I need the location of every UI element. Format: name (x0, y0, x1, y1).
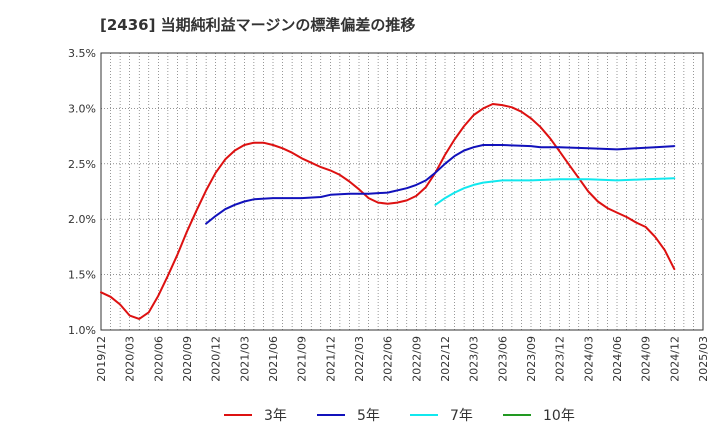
legend-label: 5年 (357, 408, 380, 424)
x-tick-label: 2024/09 (640, 336, 653, 382)
x-tick-label: 2020/06 (152, 336, 165, 382)
x-tick-label: 2022/09 (410, 336, 423, 382)
y-tick-label: 3.5% (68, 47, 96, 60)
x-tick-label: 2023/12 (554, 336, 567, 382)
y-tick-label: 1.0% (68, 324, 96, 337)
x-tick-label: 2021/12 (324, 336, 337, 382)
plot-area-border (100, 52, 704, 331)
x-tick-label: 2023/09 (525, 336, 538, 382)
x-tick-label: 2019/12 (95, 336, 108, 382)
x-tick-label: 2021/09 (296, 336, 309, 382)
x-tick-label: 2023/03 (468, 336, 481, 382)
y-tick-label: 1.5% (68, 269, 96, 282)
x-tick-label: 2022/06 (382, 336, 395, 382)
series-line (434, 177, 676, 206)
x-tick-label: 2020/12 (210, 336, 223, 382)
series-line (100, 103, 676, 320)
x-tick-label: 2021/06 (267, 336, 280, 382)
legend-label: 3年 (264, 408, 287, 424)
y-tick-label: 3.0% (68, 102, 96, 115)
series-line (205, 144, 676, 225)
chart-title: [2436] 当期純利益マージンの標準偏差の推移 (100, 16, 416, 34)
x-tick-label: 2022/03 (353, 336, 366, 382)
x-tick-label: 2024/03 (582, 336, 595, 382)
x-tick-label: 2020/03 (124, 336, 137, 382)
y-tick-label: 2.0% (68, 213, 96, 226)
x-tick-label: 2025/03 (697, 336, 710, 382)
x-tick-label: 2020/09 (181, 336, 194, 382)
legend-label: 7年 (450, 408, 473, 424)
x-tick-label: 2023/06 (496, 336, 509, 382)
x-tick-label: 2022/12 (439, 336, 452, 382)
legend-label: 10年 (543, 408, 575, 424)
x-tick-label: 2024/06 (611, 336, 624, 382)
y-tick-label: 2.5% (68, 158, 96, 171)
x-tick-label: 2021/03 (238, 336, 251, 382)
x-tick-label: 2024/12 (668, 336, 681, 382)
